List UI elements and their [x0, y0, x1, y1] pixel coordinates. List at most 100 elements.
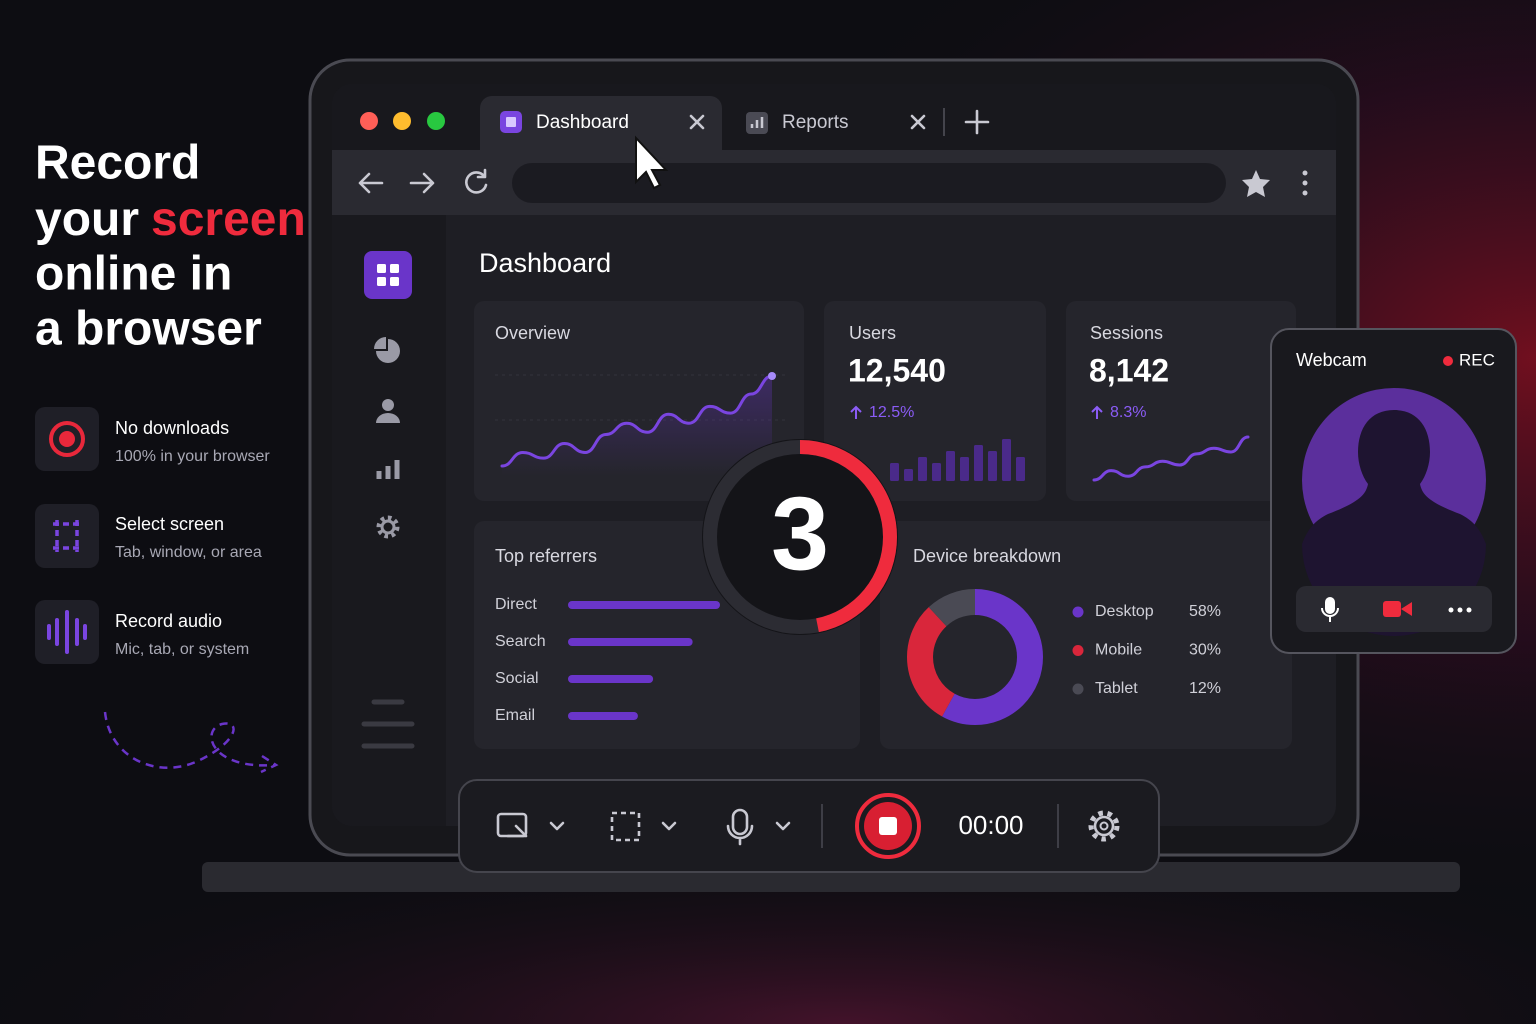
- hero-highlight: screen: [151, 193, 306, 246]
- window-close[interactable]: [360, 112, 378, 130]
- referrer-list: Direct Search Social Email: [495, 596, 720, 724]
- rec-label: REC: [1459, 350, 1495, 369]
- nav-reports[interactable]: [376, 460, 400, 479]
- tab[interactable]: Dashboard: [480, 96, 722, 150]
- more-dot: [1466, 607, 1472, 613]
- nav-users[interactable]: [376, 399, 400, 423]
- metric-change: 8.3%: [1110, 404, 1146, 421]
- tab-icon-inner: [506, 117, 516, 127]
- feature-title: Record audio: [115, 611, 222, 631]
- bar: [904, 469, 913, 481]
- hero-line: a browser: [35, 303, 262, 356]
- screen-icon-cursor: [506, 824, 528, 838]
- bar: [932, 463, 941, 481]
- active-tab[interactable]: [480, 96, 722, 150]
- back-button[interactable]: [358, 172, 384, 194]
- bar: [988, 451, 997, 481]
- bar: [946, 451, 955, 481]
- recorder-bar: 00:00: [458, 779, 1160, 873]
- feature-subtitle: 100% in your browser: [115, 448, 270, 465]
- nav-dashboard[interactable]: [364, 251, 412, 299]
- grid-cell: [390, 264, 399, 273]
- hero-line: online in: [35, 248, 232, 301]
- camera-button[interactable]: [1383, 601, 1401, 617]
- record-icon-dot: [59, 431, 75, 447]
- record-icon: [49, 421, 85, 457]
- line: [500, 374, 774, 468]
- feature-subtitle: Mic, tab, or system: [115, 641, 249, 658]
- legend-name: Tablet: [1095, 680, 1138, 697]
- referrer-bar: [568, 675, 654, 683]
- grid-cell: [377, 277, 386, 286]
- window-maximize[interactable]: [427, 112, 445, 130]
- forward-button[interactable]: [409, 172, 435, 194]
- line-area: [502, 376, 772, 476]
- legend-value: 30%: [1189, 642, 1221, 659]
- mic-stand: [1321, 607, 1339, 622]
- legend-dot: [1072, 606, 1084, 618]
- tab-close[interactable]: [910, 114, 926, 130]
- device-chart: Desktop 58% Mobile 30% Tablet 12%: [907, 589, 1221, 725]
- mic-button[interactable]: [1325, 597, 1335, 614]
- bookmark-button[interactable]: [1242, 170, 1270, 197]
- referrer-bar: [568, 601, 720, 609]
- window-minimize[interactable]: [393, 112, 411, 130]
- rec-dot: [1443, 356, 1453, 366]
- bar: [1016, 457, 1025, 481]
- gear-body: [1093, 815, 1115, 837]
- gear-teeth: [376, 515, 400, 539]
- bar: [918, 457, 927, 481]
- gear-body: [380, 519, 396, 535]
- mouse-cursor: [635, 135, 669, 190]
- grid-cell: [377, 264, 386, 273]
- audio-source[interactable]: [726, 808, 791, 846]
- card-title: Overview: [495, 323, 571, 343]
- reload-button[interactable]: [465, 168, 488, 194]
- referrer-bar: [568, 712, 638, 720]
- feature-subtitle: Tab, window, or area: [115, 544, 262, 561]
- feature-title: No downloads: [115, 418, 229, 438]
- new-tab[interactable]: [964, 109, 990, 135]
- screen-source[interactable]: [496, 812, 565, 838]
- devices-card: [880, 521, 1292, 749]
- more-button[interactable]: [1448, 607, 1472, 613]
- bar: [974, 445, 983, 481]
- grid-cell: [390, 277, 399, 286]
- menu-dot: [1302, 170, 1308, 176]
- donut-segment: [907, 589, 1043, 725]
- trend-arrow: [1091, 405, 1103, 419]
- trend-arrow: [850, 405, 862, 419]
- referrer-name: Direct: [495, 596, 537, 613]
- mic-icon: [731, 808, 749, 836]
- select-icon: [53, 520, 81, 552]
- nav-settings[interactable]: [376, 515, 400, 539]
- legend-value: 12%: [1189, 680, 1221, 697]
- tab[interactable]: Reports: [746, 112, 926, 134]
- area-select[interactable]: [610, 811, 677, 842]
- countdown: 3: [702, 439, 898, 635]
- feature-title: Select screen: [115, 514, 224, 534]
- metric-value: 12,540: [848, 352, 946, 388]
- webcam-panel: Webcam REC: [1270, 328, 1517, 654]
- countdown-number: 3: [771, 476, 829, 592]
- menu-dot: [1302, 180, 1308, 186]
- countdown-progress: [703, 440, 897, 634]
- settings-button[interactable]: [1088, 810, 1120, 842]
- metric-change: 12.5%: [869, 404, 914, 421]
- camera-lens: [1401, 602, 1412, 616]
- webcam-title: Webcam: [1296, 350, 1367, 370]
- hero: Record your screen online in a browser: [35, 137, 306, 356]
- address-bar[interactable]: [512, 163, 1226, 203]
- mic-icon-stand: [726, 824, 754, 846]
- dropdown: [549, 821, 565, 831]
- sessions-card: [1066, 301, 1296, 501]
- stop-icon: [879, 817, 897, 835]
- menu-button[interactable]: [1302, 170, 1308, 196]
- bar: [1002, 439, 1011, 481]
- card-title: Top referrers: [495, 546, 597, 566]
- tab-close[interactable]: [689, 114, 705, 130]
- users-chart: [890, 439, 1025, 481]
- nav-analytics[interactable]: [374, 337, 400, 363]
- gear-hub: [1099, 821, 1109, 831]
